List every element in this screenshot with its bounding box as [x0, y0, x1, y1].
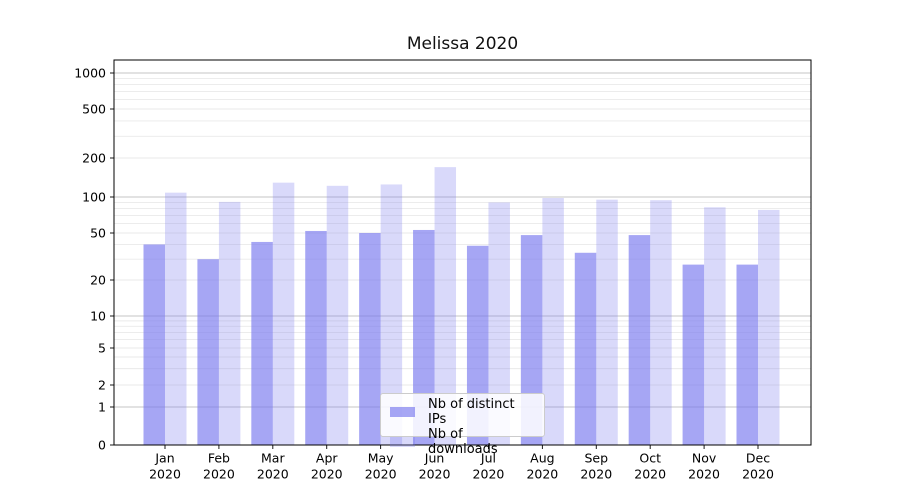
bar-distinct-ips [574, 252, 597, 445]
legend-label-downloads: Nb of downloads [428, 427, 498, 457]
x-tick-label-month: Jun [424, 451, 445, 466]
bar-downloads [434, 167, 457, 445]
bar-distinct-ips [520, 235, 543, 445]
x-tick-label-month: Aug [530, 451, 554, 466]
bar-distinct-ips [682, 264, 705, 445]
x-tick-label-month: Oct [639, 451, 661, 466]
bar-downloads [542, 198, 564, 445]
legend-label-distinct-ips: Nb of distinct IPs [428, 397, 515, 427]
x-tick-label-month: Jan [154, 451, 174, 466]
x-tick-label-year: 2020 [365, 467, 397, 482]
y-tick-label: 100 [82, 189, 106, 204]
y-tick-label: 0 [98, 437, 106, 452]
x-tick-label-month: Sep [584, 451, 608, 466]
x-tick-label-year: 2020 [473, 467, 505, 482]
y-tick-label: 5 [98, 340, 106, 355]
bar-downloads [758, 209, 780, 445]
x-tick-label-year: 2020 [149, 467, 181, 482]
y-tick-label: 20 [90, 272, 106, 287]
x-tick-label-year: 2020 [419, 467, 451, 482]
bar-downloads [596, 199, 618, 445]
bar-downloads [704, 207, 726, 445]
chart-title: Melissa 2020 [406, 34, 519, 54]
legend-swatch-distinct-ips-icon [390, 407, 415, 417]
x-tick-label-year: 2020 [257, 467, 289, 482]
x-tick-label-year: 2020 [742, 467, 774, 482]
bar-downloads [272, 182, 295, 445]
x-tick-label-year: 2020 [203, 467, 235, 482]
x-tick-label-month: Jul [480, 451, 496, 466]
y-tick-label: 50 [90, 225, 106, 240]
x-tick-label-month: Dec [746, 451, 770, 466]
legend: Nb of distinct IPs Nb of downloads [380, 393, 545, 457]
bar-distinct-ips [736, 264, 758, 445]
bar-downloads [488, 202, 510, 445]
y-tick-label: 1 [98, 399, 106, 414]
y-tick-label: 200 [82, 150, 106, 165]
legend-item-distinct-ips: Nb of distinct IPs [390, 397, 535, 427]
x-tick-label-month: Mar [261, 451, 285, 466]
x-tick-label-year: 2020 [580, 467, 612, 482]
bar-distinct-ips [143, 244, 165, 445]
bar-downloads [380, 184, 403, 445]
bar-distinct-ips [359, 233, 381, 445]
x-tick-label-month: May [368, 451, 394, 466]
x-tick-label-month: Nov [692, 451, 717, 466]
x-tick-label-year: 2020 [634, 467, 666, 482]
bar-distinct-ips [413, 229, 435, 445]
bar-downloads [218, 201, 241, 445]
bar-downloads [165, 192, 187, 445]
bar-distinct-ips [628, 235, 651, 445]
y-tick-label: 10 [90, 308, 106, 323]
x-tick-label-year: 2020 [526, 467, 558, 482]
x-tick-label-year: 2020 [311, 467, 343, 482]
x-tick-label-month: Feb [208, 451, 230, 466]
y-tick-label: 1000 [74, 65, 106, 80]
bar-downloads [650, 200, 672, 445]
y-tick-label: 2 [98, 377, 106, 392]
bar-distinct-ips [197, 259, 219, 445]
x-tick-label-year: 2020 [688, 467, 720, 482]
bar-distinct-ips [251, 241, 273, 445]
x-tick-label-month: Apr [316, 451, 338, 466]
bar-distinct-ips [305, 230, 327, 445]
bar-downloads [326, 185, 349, 445]
legend-item-downloads: Nb of downloads [390, 427, 535, 457]
legend-swatch-downloads-icon [390, 437, 415, 447]
y-tick-label: 500 [82, 101, 106, 116]
plot-border [113, 59, 812, 446]
